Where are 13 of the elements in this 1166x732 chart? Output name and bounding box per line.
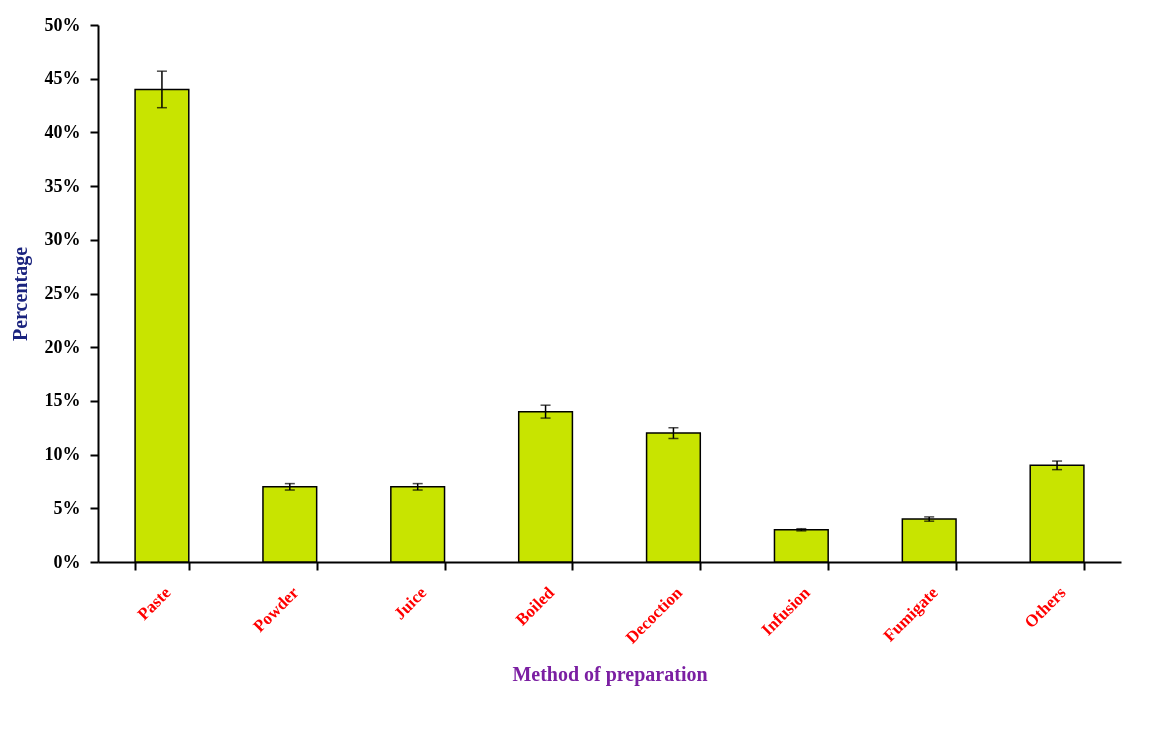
y-tick-label: 15% — [44, 390, 81, 411]
y-tick-label: 25% — [44, 283, 81, 303]
y-tick-label: 10% — [44, 444, 81, 465]
y-tick-label: 0% — [53, 551, 81, 572]
y-tick-label: 5% — [53, 497, 81, 518]
y-tick-label: 30% — [44, 229, 81, 250]
y-tick-label: 20% — [44, 336, 81, 357]
y-axis-title: Percentage — [8, 246, 32, 342]
y-tick-label: 50% — [44, 14, 81, 35]
y-tick-label: 45% — [44, 68, 81, 89]
y-tick-label: 40% — [44, 121, 81, 142]
y-tick-label: 35% — [44, 175, 81, 196]
x-axis-title: Method of preparation — [512, 662, 708, 686]
